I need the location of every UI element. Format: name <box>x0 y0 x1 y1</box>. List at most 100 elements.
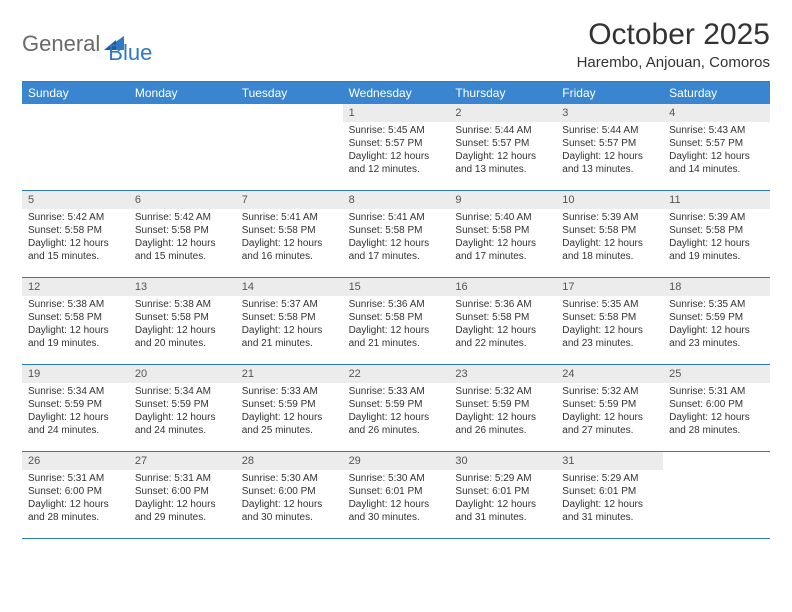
day-cell: 2Sunrise: 5:44 AMSunset: 5:57 PMDaylight… <box>449 104 556 190</box>
day-number: 13 <box>129 278 236 296</box>
day-body: Sunrise: 5:30 AMSunset: 6:01 PMDaylight:… <box>343 470 450 528</box>
day-body: Sunrise: 5:41 AMSunset: 5:58 PMDaylight:… <box>343 209 450 267</box>
day-sunset: Sunset: 5:58 PM <box>669 224 764 237</box>
day-sunset: Sunset: 5:58 PM <box>562 311 657 324</box>
day-body: Sunrise: 5:35 AMSunset: 5:58 PMDaylight:… <box>556 296 663 354</box>
day-cell: 8Sunrise: 5:41 AMSunset: 5:58 PMDaylight… <box>343 191 450 277</box>
day-number: 2 <box>449 104 556 122</box>
day-cell: 26Sunrise: 5:31 AMSunset: 6:00 PMDayligh… <box>22 452 129 538</box>
day-sunrise: Sunrise: 5:42 AM <box>135 211 230 224</box>
day-day2: and 21 minutes. <box>242 337 337 350</box>
day-day1: Daylight: 12 hours <box>455 150 550 163</box>
day-cell: 22Sunrise: 5:33 AMSunset: 5:59 PMDayligh… <box>343 365 450 451</box>
day-day1: Daylight: 12 hours <box>135 498 230 511</box>
day-number: 28 <box>236 452 343 470</box>
day-number: 4 <box>663 104 770 122</box>
day-body: Sunrise: 5:36 AMSunset: 5:58 PMDaylight:… <box>449 296 556 354</box>
day-day2: and 31 minutes. <box>562 511 657 524</box>
day-sunrise: Sunrise: 5:30 AM <box>242 472 337 485</box>
day-cell: 0.... <box>236 104 343 190</box>
day-number: 24 <box>556 365 663 383</box>
day-sunrise: Sunrise: 5:29 AM <box>455 472 550 485</box>
day-day2: and 25 minutes. <box>242 424 337 437</box>
day-sunset: Sunset: 5:58 PM <box>28 311 123 324</box>
day-number: 15 <box>343 278 450 296</box>
day-cell: 7Sunrise: 5:41 AMSunset: 5:58 PMDaylight… <box>236 191 343 277</box>
day-sunrise: Sunrise: 5:31 AM <box>28 472 123 485</box>
day-day2: and 26 minutes. <box>455 424 550 437</box>
day-cell: 14Sunrise: 5:37 AMSunset: 5:58 PMDayligh… <box>236 278 343 364</box>
day-day2: and 17 minutes. <box>455 250 550 263</box>
header-row: General Blue October 2025 Harembo, Anjou… <box>22 18 770 71</box>
day-body: Sunrise: 5:39 AMSunset: 5:58 PMDaylight:… <box>663 209 770 267</box>
day-day2: and 29 minutes. <box>135 511 230 524</box>
day-day1: Daylight: 12 hours <box>349 150 444 163</box>
day-number: 17 <box>556 278 663 296</box>
day-day1: Daylight: 12 hours <box>242 324 337 337</box>
day-sunrise: Sunrise: 5:32 AM <box>562 385 657 398</box>
day-cell: 27Sunrise: 5:31 AMSunset: 6:00 PMDayligh… <box>129 452 236 538</box>
day-day2: and 23 minutes. <box>669 337 764 350</box>
day-number: 20 <box>129 365 236 383</box>
day-day2: and 20 minutes. <box>135 337 230 350</box>
day-day2: and 27 minutes. <box>562 424 657 437</box>
day-number: 14 <box>236 278 343 296</box>
day-day1: Daylight: 12 hours <box>669 237 764 250</box>
day-body: Sunrise: 5:29 AMSunset: 6:01 PMDaylight:… <box>449 470 556 528</box>
day-sunset: Sunset: 6:00 PM <box>135 485 230 498</box>
day-sunset: Sunset: 5:59 PM <box>135 398 230 411</box>
logo-word-blue: Blue <box>108 22 152 66</box>
day-cell: 5Sunrise: 5:42 AMSunset: 5:58 PMDaylight… <box>22 191 129 277</box>
dow-cell: Tuesday <box>236 82 343 104</box>
day-day2: and 28 minutes. <box>28 511 123 524</box>
day-body: Sunrise: 5:45 AMSunset: 5:57 PMDaylight:… <box>343 122 450 180</box>
day-sunrise: Sunrise: 5:43 AM <box>669 124 764 137</box>
day-day2: and 13 minutes. <box>455 163 550 176</box>
day-sunset: Sunset: 5:58 PM <box>349 311 444 324</box>
day-sunrise: Sunrise: 5:36 AM <box>455 298 550 311</box>
day-cell: 30Sunrise: 5:29 AMSunset: 6:01 PMDayligh… <box>449 452 556 538</box>
day-sunset: Sunset: 5:59 PM <box>242 398 337 411</box>
day-body: Sunrise: 5:34 AMSunset: 5:59 PMDaylight:… <box>22 383 129 441</box>
day-body: Sunrise: 5:39 AMSunset: 5:58 PMDaylight:… <box>556 209 663 267</box>
day-body: Sunrise: 5:30 AMSunset: 6:00 PMDaylight:… <box>236 470 343 528</box>
day-day1: Daylight: 12 hours <box>562 498 657 511</box>
day-sunset: Sunset: 6:01 PM <box>455 485 550 498</box>
day-number: 29 <box>343 452 450 470</box>
day-day1: Daylight: 12 hours <box>455 411 550 424</box>
day-number: 26 <box>22 452 129 470</box>
day-cell: 23Sunrise: 5:32 AMSunset: 5:59 PMDayligh… <box>449 365 556 451</box>
day-body: Sunrise: 5:36 AMSunset: 5:58 PMDaylight:… <box>343 296 450 354</box>
week-row: 12Sunrise: 5:38 AMSunset: 5:58 PMDayligh… <box>22 278 770 365</box>
day-cell: 29Sunrise: 5:30 AMSunset: 6:01 PMDayligh… <box>343 452 450 538</box>
day-sunset: Sunset: 5:58 PM <box>28 224 123 237</box>
dow-cell: Friday <box>556 82 663 104</box>
day-day2: and 30 minutes. <box>242 511 337 524</box>
day-day1: Daylight: 12 hours <box>242 498 337 511</box>
day-day2: and 23 minutes. <box>562 337 657 350</box>
day-sunrise: Sunrise: 5:39 AM <box>669 211 764 224</box>
day-cell: 25Sunrise: 5:31 AMSunset: 6:00 PMDayligh… <box>663 365 770 451</box>
day-day2: and 31 minutes. <box>455 511 550 524</box>
day-cell: 21Sunrise: 5:33 AMSunset: 5:59 PMDayligh… <box>236 365 343 451</box>
week-row: 26Sunrise: 5:31 AMSunset: 6:00 PMDayligh… <box>22 452 770 539</box>
day-sunset: Sunset: 5:58 PM <box>242 224 337 237</box>
day-body: Sunrise: 5:41 AMSunset: 5:58 PMDaylight:… <box>236 209 343 267</box>
day-sunrise: Sunrise: 5:31 AM <box>135 472 230 485</box>
day-body: Sunrise: 5:35 AMSunset: 5:59 PMDaylight:… <box>663 296 770 354</box>
day-day1: Daylight: 12 hours <box>28 498 123 511</box>
day-day1: Daylight: 12 hours <box>455 237 550 250</box>
day-day1: Daylight: 12 hours <box>562 411 657 424</box>
day-number: 10 <box>556 191 663 209</box>
day-body: Sunrise: 5:34 AMSunset: 5:59 PMDaylight:… <box>129 383 236 441</box>
day-number: 21 <box>236 365 343 383</box>
day-number: 5 <box>22 191 129 209</box>
day-number: 19 <box>22 365 129 383</box>
day-body: Sunrise: 5:33 AMSunset: 5:59 PMDaylight:… <box>236 383 343 441</box>
day-sunset: Sunset: 5:59 PM <box>28 398 123 411</box>
day-sunrise: Sunrise: 5:31 AM <box>669 385 764 398</box>
day-sunset: Sunset: 6:00 PM <box>242 485 337 498</box>
day-day2: and 19 minutes. <box>28 337 123 350</box>
day-body: Sunrise: 5:31 AMSunset: 6:00 PMDaylight:… <box>22 470 129 528</box>
day-sunrise: Sunrise: 5:35 AM <box>562 298 657 311</box>
